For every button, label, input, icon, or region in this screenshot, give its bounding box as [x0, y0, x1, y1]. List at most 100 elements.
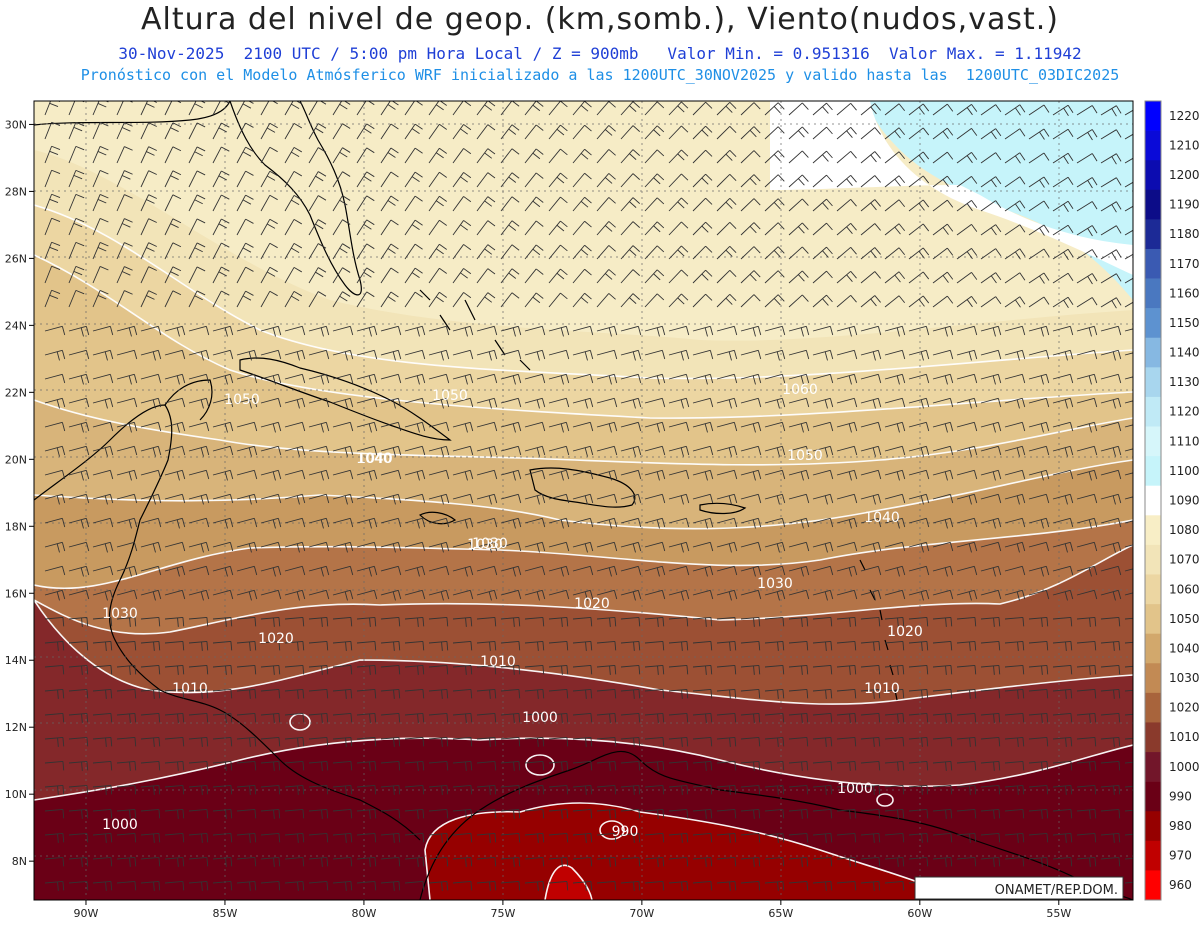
wind-barb: [236, 194, 254, 212]
wind-barb: [476, 736, 497, 747]
wind-barb: [452, 808, 473, 819]
wind-barb: [380, 736, 401, 747]
wind-barb: [332, 101, 351, 116]
wind-barb: [572, 541, 594, 553]
wind-barb: [812, 589, 834, 601]
wind-barb: [572, 736, 593, 747]
wind-barb: [1028, 517, 1050, 529]
wind-barb: [908, 445, 930, 457]
wind-barb: [236, 856, 257, 867]
wind-barb: [620, 173, 641, 188]
wind-barb: [932, 784, 953, 795]
wind-barb: [1100, 640, 1121, 651]
colorbar-swatch: [1145, 101, 1161, 131]
wind-barb: [788, 760, 809, 771]
wind-barb: [836, 880, 857, 891]
wind-barb: [404, 171, 423, 188]
wind-barb: [524, 244, 544, 260]
wind-barb: [428, 589, 450, 601]
wind-barb: [620, 293, 641, 308]
wind-barb: [92, 517, 114, 528]
colorbar-label: 960: [1169, 878, 1192, 892]
map-subtitle-model-run: Pronóstico con el Modelo Atmósferico WRF…: [80, 66, 1120, 84]
wind-barb: [1052, 397, 1074, 409]
wind-barb: [92, 712, 113, 723]
wind-barb: [716, 832, 737, 843]
colorbar-label: 1100: [1169, 464, 1200, 478]
wind-barb: [596, 880, 617, 891]
wind-barb: [356, 147, 375, 164]
wind-barb: [44, 760, 65, 771]
wind-barb: [428, 832, 449, 843]
lon-tick-label: 80W: [351, 907, 376, 920]
wind-barb: [356, 784, 377, 795]
wind-barb: [332, 123, 351, 140]
wind-barb: [308, 123, 327, 140]
wind-barb: [68, 565, 90, 577]
wind-barb: [932, 127, 954, 140]
wind-barb: [620, 101, 641, 116]
wind-barb: [788, 493, 810, 504]
wind-barb: [788, 808, 809, 819]
wind-barb: [68, 808, 89, 819]
wind-barb: [260, 266, 278, 284]
wind-barb: [260, 760, 281, 771]
wind-barb: [788, 102, 809, 116]
wind-barb: [1052, 248, 1074, 260]
wind-barb: [692, 493, 714, 504]
wind-barb: [956, 296, 978, 308]
wind-barb: [188, 517, 210, 528]
wind-barb: [836, 174, 857, 188]
wind-barb: [68, 421, 90, 433]
wind-barb: [620, 880, 641, 891]
wind-barb: [140, 640, 161, 651]
wind-barb: [140, 325, 162, 336]
wind-barb: [644, 616, 665, 627]
wind-barb: [404, 856, 425, 867]
wind-barb: [740, 784, 761, 795]
colorbar-label: 1130: [1169, 375, 1200, 389]
wind-barb: [932, 856, 953, 867]
wind-barb: [188, 712, 209, 723]
wind-barb: [548, 325, 570, 337]
wind-barb: [884, 103, 906, 116]
wind-barb: [572, 220, 592, 236]
wind-barb: [884, 445, 906, 456]
wind-barb: [404, 565, 426, 577]
wind-barb: [44, 589, 66, 601]
wind-barb: [860, 712, 881, 723]
wind-barb: [500, 640, 521, 651]
wind-barb: [1124, 713, 1133, 716]
wind-barb: [1124, 328, 1133, 332]
map-frame: [33, 100, 1134, 901]
wind-barb: [92, 664, 113, 675]
wind-barb: [932, 445, 954, 456]
colorbar-swatch: [1145, 692, 1161, 723]
wind-barb: [908, 493, 930, 505]
wind-barb: [68, 349, 90, 360]
wind-barb: [452, 760, 473, 771]
wind-barb: [404, 421, 426, 433]
wind-barb: [812, 174, 833, 188]
wind-barb: [692, 541, 714, 552]
wind-barb: [380, 291, 399, 308]
wind-barb: [452, 421, 474, 433]
wind-barb: [740, 174, 761, 188]
wind-barb: [164, 493, 186, 504]
colorbar-frame: [1144, 100, 1162, 901]
wind-barb: [212, 146, 230, 164]
wind-barb: [596, 493, 618, 504]
wind-barb: [956, 784, 977, 795]
wind-barb: [812, 688, 833, 699]
wind-barb: [380, 517, 402, 528]
wind-barb: [92, 242, 109, 260]
wind-barb: [620, 325, 642, 336]
wind-barb: [644, 688, 665, 699]
wind-barb: [596, 269, 616, 284]
wind-barb: [44, 121, 61, 140]
wind-barb: [524, 325, 546, 336]
wind-barb: [860, 325, 882, 336]
wind-barb: [932, 808, 953, 819]
wind-barb: [812, 784, 833, 795]
wind-barb: [1076, 664, 1097, 675]
